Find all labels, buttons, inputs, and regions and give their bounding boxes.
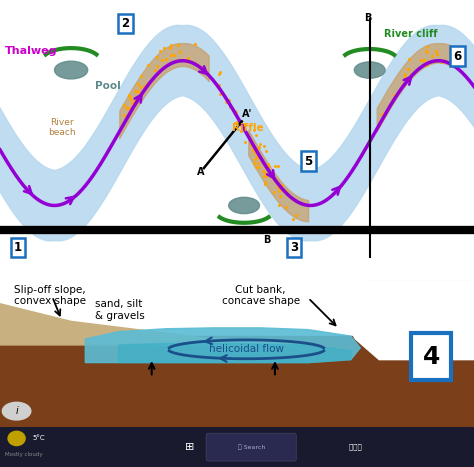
- Text: 🌐🌤️📋: 🌐🌤️📋: [349, 444, 362, 451]
- Text: 1: 1: [14, 241, 22, 254]
- Polygon shape: [0, 304, 308, 345]
- Text: 4: 4: [423, 345, 440, 368]
- Text: A: A: [197, 167, 204, 177]
- Ellipse shape: [229, 197, 260, 214]
- Circle shape: [2, 402, 31, 420]
- Bar: [0, 280, 474, 345]
- Text: Thalweg: Thalweg: [5, 46, 57, 56]
- Text: 5°C: 5°C: [32, 435, 45, 441]
- Bar: [370, 280, 474, 368]
- Text: Mostly cloudy: Mostly cloudy: [5, 452, 43, 457]
- Text: Cut bank,
concave shape: Cut bank, concave shape: [222, 284, 300, 306]
- Text: B: B: [263, 235, 271, 245]
- Text: 2: 2: [121, 17, 130, 30]
- Text: sand, silt
& gravels: sand, silt & gravels: [95, 299, 145, 321]
- Circle shape: [8, 432, 25, 446]
- Text: B: B: [364, 13, 372, 23]
- Text: helicoidal flow: helicoidal flow: [209, 344, 284, 354]
- Text: 5: 5: [304, 155, 312, 168]
- Ellipse shape: [354, 62, 385, 78]
- Text: 3: 3: [290, 241, 298, 254]
- Text: A': A': [242, 109, 252, 119]
- Text: Pool: Pool: [95, 81, 120, 91]
- Bar: [0, 336, 474, 427]
- Text: Riffle: Riffle: [232, 123, 264, 133]
- FancyBboxPatch shape: [206, 433, 296, 461]
- Ellipse shape: [55, 61, 88, 79]
- Text: i: i: [15, 406, 18, 416]
- Text: ⊞: ⊞: [185, 442, 194, 452]
- Polygon shape: [85, 328, 360, 362]
- Text: 🔍 Search: 🔍 Search: [237, 445, 265, 450]
- Polygon shape: [118, 343, 351, 362]
- Polygon shape: [341, 280, 474, 360]
- Text: Slip-off slope,
convex shape: Slip-off slope, convex shape: [14, 284, 86, 306]
- Text: River cliff: River cliff: [384, 29, 438, 39]
- Text: 6: 6: [453, 50, 462, 63]
- Text: River
beach: River beach: [48, 118, 75, 137]
